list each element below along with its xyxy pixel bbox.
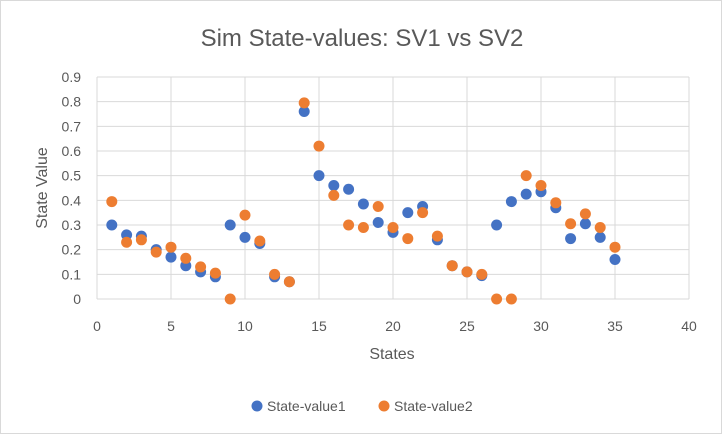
- legend-label: State-value2: [394, 398, 473, 414]
- y-tick-label: 0.6: [62, 143, 82, 159]
- data-point-state-value1: [328, 180, 340, 192]
- data-point-state-value2: [431, 230, 443, 242]
- data-point-state-value2: [150, 246, 162, 258]
- data-point-state-value2: [446, 260, 458, 272]
- x-tick-label: 30: [533, 318, 549, 334]
- chart-title: Sim State-values: SV1 vs SV2: [201, 25, 524, 52]
- x-tick-label: 15: [311, 318, 327, 334]
- data-point-state-value2: [328, 189, 340, 201]
- legend-marker: [251, 400, 263, 412]
- data-point-state-value2: [224, 293, 236, 305]
- data-point-state-value1: [106, 219, 118, 231]
- legend-label: State-value1: [267, 398, 346, 414]
- data-point-state-value2: [165, 241, 177, 253]
- data-point-state-value2: [372, 201, 384, 212]
- data-point-state-value2: [283, 276, 295, 288]
- y-axis-title: State Value: [34, 147, 51, 229]
- data-point-state-value2: [417, 207, 429, 219]
- data-point-state-value1: [565, 233, 577, 245]
- y-axis-tick-labels: 0 0.1 0.2 0.3 0.4 0.5 0.6 0.7 0.8 0.9: [62, 69, 82, 307]
- data-point-state-value1: [594, 231, 606, 243]
- data-point-state-value1: [579, 218, 591, 230]
- x-tick-label: 5: [167, 318, 175, 334]
- data-point-state-value1: [505, 196, 517, 208]
- data-point-state-value2: [609, 241, 621, 253]
- data-point-state-value2: [343, 219, 355, 231]
- data-point-state-value2: [180, 252, 192, 264]
- series-state-value2: [106, 97, 621, 305]
- data-point-state-value1: [224, 219, 236, 231]
- x-tick-label: 20: [385, 318, 401, 334]
- data-point-state-value2: [579, 208, 591, 220]
- data-point-state-value2: [357, 221, 369, 233]
- x-tick-label: 10: [237, 318, 253, 334]
- x-tick-label: 0: [93, 318, 101, 334]
- data-point-state-value1: [372, 217, 384, 229]
- data-point-state-value2: [135, 234, 147, 246]
- y-tick-label: 0.3: [62, 217, 82, 233]
- data-point-state-value2: [491, 293, 503, 305]
- data-point-state-value1: [357, 198, 369, 210]
- legend-marker: [378, 400, 390, 412]
- x-axis-tick-labels: 0 5 10 15 20 25 30 35 40: [93, 318, 697, 334]
- data-point-state-value2: [239, 209, 251, 221]
- data-point-state-value2: [269, 268, 281, 280]
- y-tick-label: 0.8: [62, 94, 82, 110]
- y-tick-label: 0.2: [62, 242, 82, 258]
- data-point-state-value2: [254, 235, 266, 247]
- data-point-state-value2: [387, 221, 399, 233]
- data-point-state-value1: [239, 231, 251, 243]
- data-point-state-value2: [535, 180, 547, 192]
- data-point-state-value2: [520, 170, 532, 182]
- data-point-state-value1: [165, 251, 177, 263]
- data-point-state-value2: [298, 97, 310, 109]
- y-tick-label: 0.4: [62, 192, 82, 208]
- data-point-state-value2: [461, 266, 473, 278]
- y-tick-label: 0: [73, 291, 81, 307]
- legend: State-value1 State-value2: [251, 398, 473, 414]
- data-point-state-value2: [106, 196, 118, 208]
- x-tick-label: 25: [459, 318, 475, 334]
- data-points: [106, 97, 621, 305]
- data-point-state-value1: [402, 207, 414, 219]
- y-tick-label: 0.9: [62, 69, 82, 85]
- y-tick-label: 0.1: [62, 266, 82, 282]
- data-point-state-value2: [505, 293, 517, 305]
- data-point-state-value2: [195, 261, 207, 273]
- data-point-state-value1: [343, 183, 355, 195]
- data-point-state-value2: [402, 233, 414, 245]
- x-tick-label: 40: [681, 318, 697, 334]
- data-point-state-value1: [491, 219, 503, 231]
- data-point-state-value1: [520, 188, 532, 200]
- data-point-state-value1: [609, 254, 621, 266]
- y-tick-label: 0.5: [62, 168, 82, 184]
- gridlines: [96, 76, 690, 300]
- data-point-state-value2: [121, 236, 133, 248]
- data-point-state-value2: [550, 197, 562, 209]
- data-point-state-value2: [476, 268, 488, 280]
- y-tick-label: 0.7: [62, 118, 82, 134]
- data-point-state-value1: [313, 170, 325, 182]
- data-point-state-value2: [209, 267, 221, 279]
- data-point-state-value2: [313, 140, 325, 152]
- x-axis-title: States: [369, 346, 414, 363]
- data-point-state-value2: [594, 221, 606, 233]
- data-point-state-value1: [298, 106, 310, 118]
- x-tick-label: 35: [607, 318, 623, 334]
- data-point-state-value2: [565, 218, 577, 230]
